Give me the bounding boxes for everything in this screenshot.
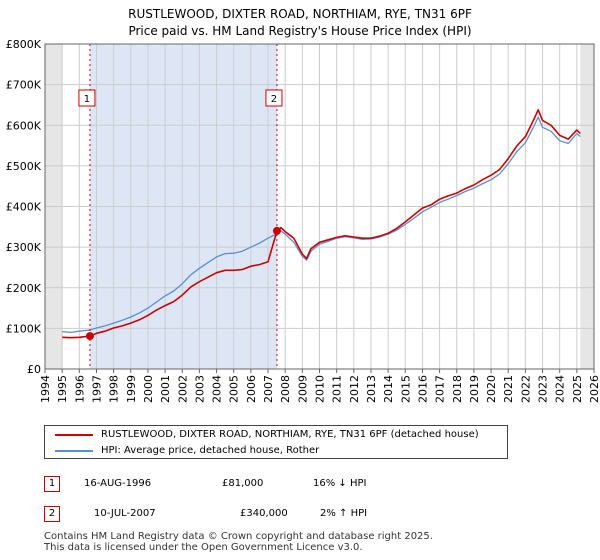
- sale-badge-label: 1: [84, 94, 90, 105]
- series-line-property: [62, 109, 581, 339]
- x-tick-label: 1994: [39, 375, 52, 403]
- x-tick-label: 2012: [348, 375, 361, 403]
- y-tick-label: £500K: [6, 160, 42, 173]
- sale-badge-box: [265, 89, 283, 107]
- x-tick-label: 2007: [262, 375, 275, 403]
- x-tick-label: 2020: [485, 375, 498, 403]
- x-tick-label: 1998: [108, 375, 121, 403]
- x-tick-label: 1995: [56, 375, 69, 403]
- x-tick-label: 2011: [331, 375, 344, 403]
- y-tick-label: £400K: [6, 201, 42, 214]
- transaction-price: £81,000: [222, 478, 264, 489]
- x-tick-label: 1997: [90, 375, 103, 403]
- x-tick-label: 2017: [434, 375, 447, 403]
- x-tick-label: 2025: [571, 375, 584, 403]
- sale-point: [272, 226, 281, 235]
- x-tick-label: 2000: [142, 375, 155, 403]
- y-tick-label: £800K: [6, 38, 42, 51]
- legend-item-property: RUSTLEWOOD, DIXTER ROAD, NORTHIAM, RYE, …: [55, 429, 479, 440]
- transaction-badge: 1: [44, 476, 60, 492]
- x-tick-label: 2016: [416, 375, 429, 403]
- x-tick-label: 2014: [382, 375, 395, 403]
- transaction-date: 10-JUL-2007: [94, 508, 156, 519]
- y-tick-label: £600K: [6, 119, 42, 132]
- y-tick-label: £0: [27, 363, 41, 376]
- transaction-badge: 2: [44, 506, 60, 522]
- sale-point: [85, 332, 94, 341]
- y-tick-label: £700K: [6, 79, 42, 92]
- sale-badge-label: 2: [271, 94, 277, 105]
- x-tick-label: 1996: [73, 375, 86, 403]
- x-tick-label: 2015: [399, 375, 412, 403]
- x-tick-label: 2021: [502, 375, 515, 403]
- x-tick-label: 2001: [159, 375, 172, 403]
- y-tick-label: £100K: [6, 322, 42, 335]
- y-tick-label: £300K: [6, 241, 42, 254]
- legend-swatch-red: [55, 433, 93, 436]
- legend-label-property: RUSTLEWOOD, DIXTER ROAD, NORTHIAM, RYE, …: [101, 429, 479, 440]
- transaction-hpi: 2% ↑ HPI: [320, 508, 368, 519]
- transaction-price: £340,000: [240, 508, 288, 519]
- transaction-hpi: 16% ↓ HPI: [313, 478, 367, 489]
- x-tick-label: 2022: [519, 375, 532, 403]
- series-line-hpi: [62, 116, 581, 334]
- x-tick-label: 2013: [365, 375, 378, 403]
- legend-label-hpi: HPI: Average price, detached house, Roth…: [101, 445, 320, 456]
- x-tick-label: 2002: [176, 375, 189, 403]
- y-tick-label: £200K: [6, 282, 42, 295]
- sale-badge-box: [78, 89, 96, 107]
- x-tick-label: 2023: [537, 375, 550, 403]
- footer-copyright: Contains HM Land Registry data © Crown c…: [44, 531, 433, 542]
- x-tick-label: 2009: [296, 375, 309, 403]
- x-tick-label: 2004: [211, 375, 224, 403]
- x-tick-label: 2019: [468, 375, 481, 403]
- chart-title-line2: Price paid vs. HM Land Registry's House …: [128, 24, 472, 38]
- transaction-row: 2 10-JUL-2007 £340,000 2% ↑ HPI: [44, 506, 544, 524]
- x-tick-label: 2018: [451, 375, 464, 403]
- x-tick-label: 2026: [588, 375, 600, 403]
- x-tick-label: 2006: [245, 375, 258, 403]
- legend-swatch-blue: [55, 449, 93, 452]
- x-tick-label: 2003: [193, 375, 206, 403]
- chart-legend: RUSTLEWOOD, DIXTER ROAD, NORTHIAM, RYE, …: [44, 425, 508, 459]
- chart-title-line1: RUSTLEWOOD, DIXTER ROAD, NORTHIAM, RYE, …: [128, 7, 472, 21]
- footer-licence: This data is licensed under the Open Gov…: [44, 542, 363, 553]
- x-tick-label: 2024: [554, 375, 567, 403]
- transaction-row: 1 16-AUG-1996 £81,000 16% ↓ HPI: [44, 476, 544, 494]
- x-tick-label: 2005: [228, 375, 241, 403]
- price-chart: 1 2 £0 £100K £200K £300K £400K £500K £600K £700K £…: [6, 38, 600, 403]
- x-tick-label: 2010: [314, 375, 327, 403]
- x-tick-label: 2008: [279, 375, 292, 403]
- legend-item-hpi: HPI: Average price, detached house, Roth…: [55, 445, 319, 456]
- transaction-date: 16-AUG-1996: [84, 478, 152, 489]
- x-tick-label: 1999: [125, 375, 138, 403]
